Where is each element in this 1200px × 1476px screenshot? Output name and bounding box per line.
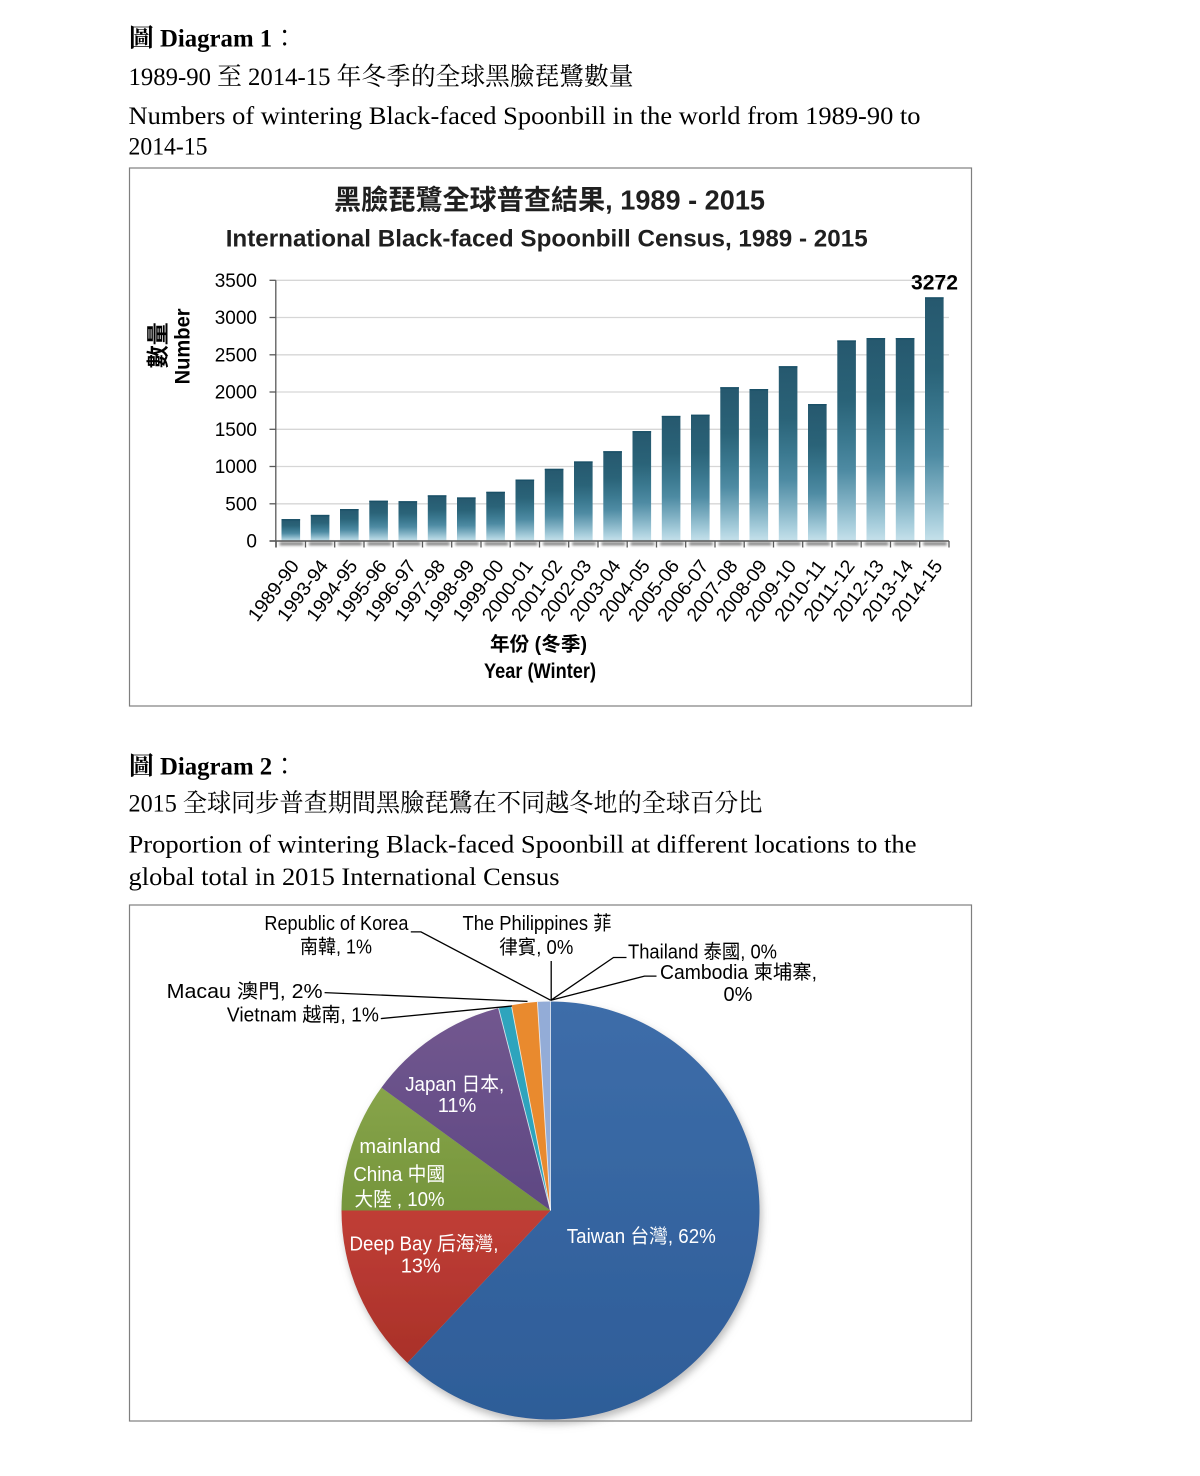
svg-text:Year (Winter): Year (Winter) (484, 660, 596, 683)
svg-text:1500: 1500 (215, 420, 257, 441)
svg-text:mainland: mainland (359, 1136, 440, 1158)
svg-text:年份 (冬季): 年份 (冬季) (490, 633, 587, 656)
svg-text:1000: 1000 (215, 457, 257, 478)
svg-text:3272: 3272 (911, 272, 958, 295)
svg-text:圖 Diagram 2：: 圖 Diagram 2： (129, 752, 297, 781)
svg-text:Thailand 泰國, 0%: Thailand 泰國, 0% (628, 942, 777, 964)
svg-text:Number: Number (172, 308, 195, 384)
svg-text:Vietnam 越南, 1%: Vietnam 越南, 1% (227, 1005, 379, 1027)
svg-text:0: 0 (246, 532, 257, 553)
svg-text:0%: 0% (724, 984, 753, 1006)
svg-text:The Philippines 菲: The Philippines 菲 (463, 913, 612, 935)
svg-text:500: 500 (225, 494, 257, 515)
svg-text:數量: 數量 (145, 322, 171, 368)
svg-text:Taiwan 台灣, 62%: Taiwan 台灣, 62% (567, 1226, 716, 1248)
svg-text:Macau 澳門, 2%: Macau 澳門, 2% (167, 981, 323, 1003)
svg-text:圖 Diagram 1：: 圖 Diagram 1： (129, 24, 297, 53)
svg-text:黑臉琵鷺全球普查結果, 1989 - 2015: 黑臉琵鷺全球普查結果, 1989 - 2015 (334, 185, 765, 216)
svg-text:Deep Bay 后海灣,: Deep Bay 后海灣, (350, 1234, 499, 1256)
svg-text:International Black-faced Spoo: International Black-faced Spoonbill Cens… (226, 226, 868, 253)
svg-text:2500: 2500 (215, 345, 257, 366)
svg-text:3000: 3000 (215, 308, 257, 329)
svg-text:2014-15: 2014-15 (129, 132, 208, 161)
svg-text:Proportion of wintering Black-: Proportion of wintering Black-faced Spoo… (129, 830, 917, 859)
svg-text:global total in 2015 Internati: global total in 2015 International Censu… (129, 862, 560, 891)
svg-text:13%: 13% (401, 1256, 441, 1278)
svg-text:Republic of Korea: Republic of Korea (264, 913, 409, 935)
svg-text:2015 全球同步普查期間黑臉琵鷺在不同越冬地的全球百分比: 2015 全球同步普查期間黑臉琵鷺在不同越冬地的全球百分比 (129, 789, 763, 818)
svg-text:2000: 2000 (215, 383, 257, 404)
svg-text:1989-90 至 2014-15 年冬季的全球黑臉琵鷺數量: 1989-90 至 2014-15 年冬季的全球黑臉琵鷺數量 (129, 62, 634, 91)
svg-text:大陸 , 10%: 大陸 , 10% (355, 1189, 445, 1211)
svg-text:Cambodia 柬埔寨,: Cambodia 柬埔寨, (660, 962, 817, 984)
svg-text:China 中國: China 中國 (353, 1164, 445, 1186)
svg-text:3500: 3500 (215, 271, 257, 292)
svg-text:Numbers of wintering Black-fac: Numbers of wintering Black-faced Spoonbi… (129, 101, 921, 130)
svg-text:11%: 11% (438, 1095, 477, 1117)
svg-text:Japan 日本,: Japan 日本, (405, 1074, 504, 1096)
svg-text:南韓, 1%: 南韓, 1% (300, 937, 372, 959)
svg-text:律賓, 0%: 律賓, 0% (499, 937, 573, 959)
